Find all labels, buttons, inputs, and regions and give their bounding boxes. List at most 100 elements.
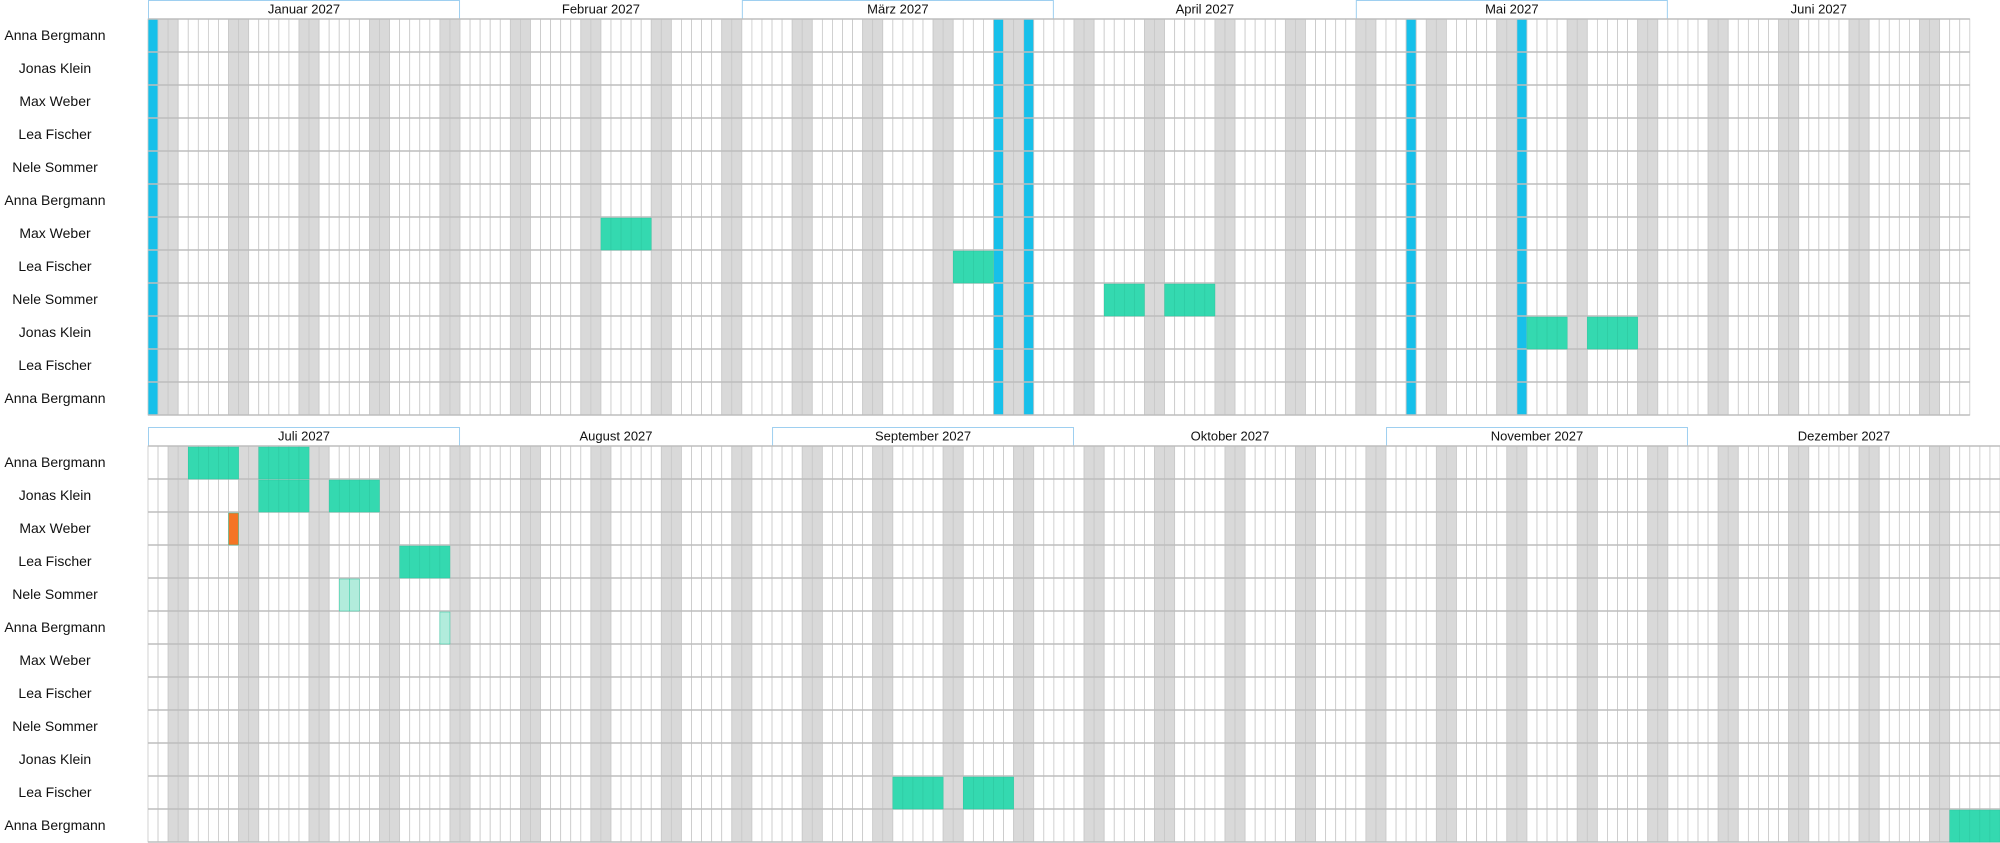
absence-day [338,479,350,513]
employee-name: Lea Fischer [18,784,91,800]
absence-day [610,217,622,251]
absence-day [1587,316,1598,350]
absence-day [298,479,310,513]
absence-day [932,776,944,810]
absence-day [1989,809,2000,843]
employee-name: Anna Bergmann [4,619,105,635]
absence-day [228,512,239,546]
absence-day [439,611,451,645]
absence-day [338,578,350,612]
employee-name: Lea Fischer [18,553,91,569]
absence-day [952,250,964,284]
absence-day [278,446,290,480]
absence-day [902,776,914,810]
absence-day [912,776,924,810]
employee-name: Max Weber [19,93,91,109]
employee-name: Max Weber [19,520,91,536]
calendar-panel: Januar 2027 Februar 2027 März 2027 April 20… [4,0,1971,416]
absence-day [429,545,441,579]
month-label: Juni 2027 [1791,1,1847,16]
absence-day [268,446,280,480]
absence-day [1617,316,1628,350]
absence-day [1164,283,1175,317]
absence-day [399,545,410,579]
absence-day [1194,283,1206,317]
absence-day [278,479,290,513]
absence-day [1003,776,1014,810]
employee-name: Jonas Klein [19,751,91,767]
absence-day [1969,809,1981,843]
absence-day [439,545,451,579]
absence-day [1184,283,1196,317]
absence-day [892,776,904,810]
absence-day [993,776,1004,810]
employee-name: Nele Sommer [12,718,98,734]
month-label: November 2027 [1491,428,1584,443]
absence-day [298,446,310,480]
employee-name: Nele Sommer [12,291,98,307]
calendar-panel: Juli 2027 August 2027 September 2027 Oktobe… [4,427,2000,843]
absence-day [409,545,421,579]
absence-day [1979,809,1991,843]
absence-day [1114,283,1125,317]
absence-day [208,446,219,480]
absence-day [268,479,280,513]
month-label: Oktober 2027 [1191,428,1270,443]
absence-day [1627,316,1638,350]
absence-day [640,217,652,251]
absence-day [1536,316,1548,350]
absence-day [963,776,974,810]
employee-name: Anna Bergmann [4,390,105,406]
absence-day [1949,809,1960,843]
absence-day [1597,316,1608,350]
employee-name: Max Weber [19,225,91,241]
employee-name: Lea Fischer [18,126,91,142]
employee-name: Jonas Klein [19,60,91,76]
absence-day [258,446,270,480]
employee-name: Lea Fischer [18,258,91,274]
month-label: April 2027 [1176,1,1235,16]
absence-day [359,479,370,513]
month-label: September 2027 [875,428,971,443]
employee-name: Jonas Klein [19,487,91,503]
absence-day [983,776,994,810]
absence-day [228,446,239,480]
employee-name: Lea Fischer [18,685,91,701]
absence-day [1174,283,1185,317]
employee-name: Anna Bergmann [4,192,105,208]
absence-day [258,479,270,513]
month-label: Januar 2027 [268,1,340,16]
employee-name: Nele Sommer [12,159,98,175]
absence-day [198,446,209,480]
employee-name: Anna Bergmann [4,27,105,43]
month-label: Februar 2027 [562,1,640,16]
absence-day [1546,316,1558,350]
employee-name: Anna Bergmann [4,454,105,470]
absence-day [1124,283,1135,317]
absence-day [1526,316,1538,350]
absence-day [188,446,199,480]
absence-day [630,217,642,251]
absence-day [620,217,632,251]
absence-day [600,217,612,251]
month-label: Dezember 2027 [1798,428,1891,443]
month-label: März 2027 [867,1,928,16]
absence-day [922,776,934,810]
absence-day [288,479,300,513]
absence-day [349,479,360,513]
absence-day [328,479,340,513]
absence-day [1103,283,1115,317]
absence-day [1204,283,1216,317]
absence-day [218,446,229,480]
month-label: August 2027 [580,428,653,443]
absence-day [1607,316,1618,350]
employee-name: Jonas Klein [19,324,91,340]
absence-day [963,250,974,284]
employee-name: Lea Fischer [18,357,91,373]
month-label: Juli 2027 [278,428,330,443]
employee-name: Anna Bergmann [4,817,105,833]
absence-day [973,776,984,810]
absence-day [1959,809,1971,843]
absence-day [1134,283,1145,317]
